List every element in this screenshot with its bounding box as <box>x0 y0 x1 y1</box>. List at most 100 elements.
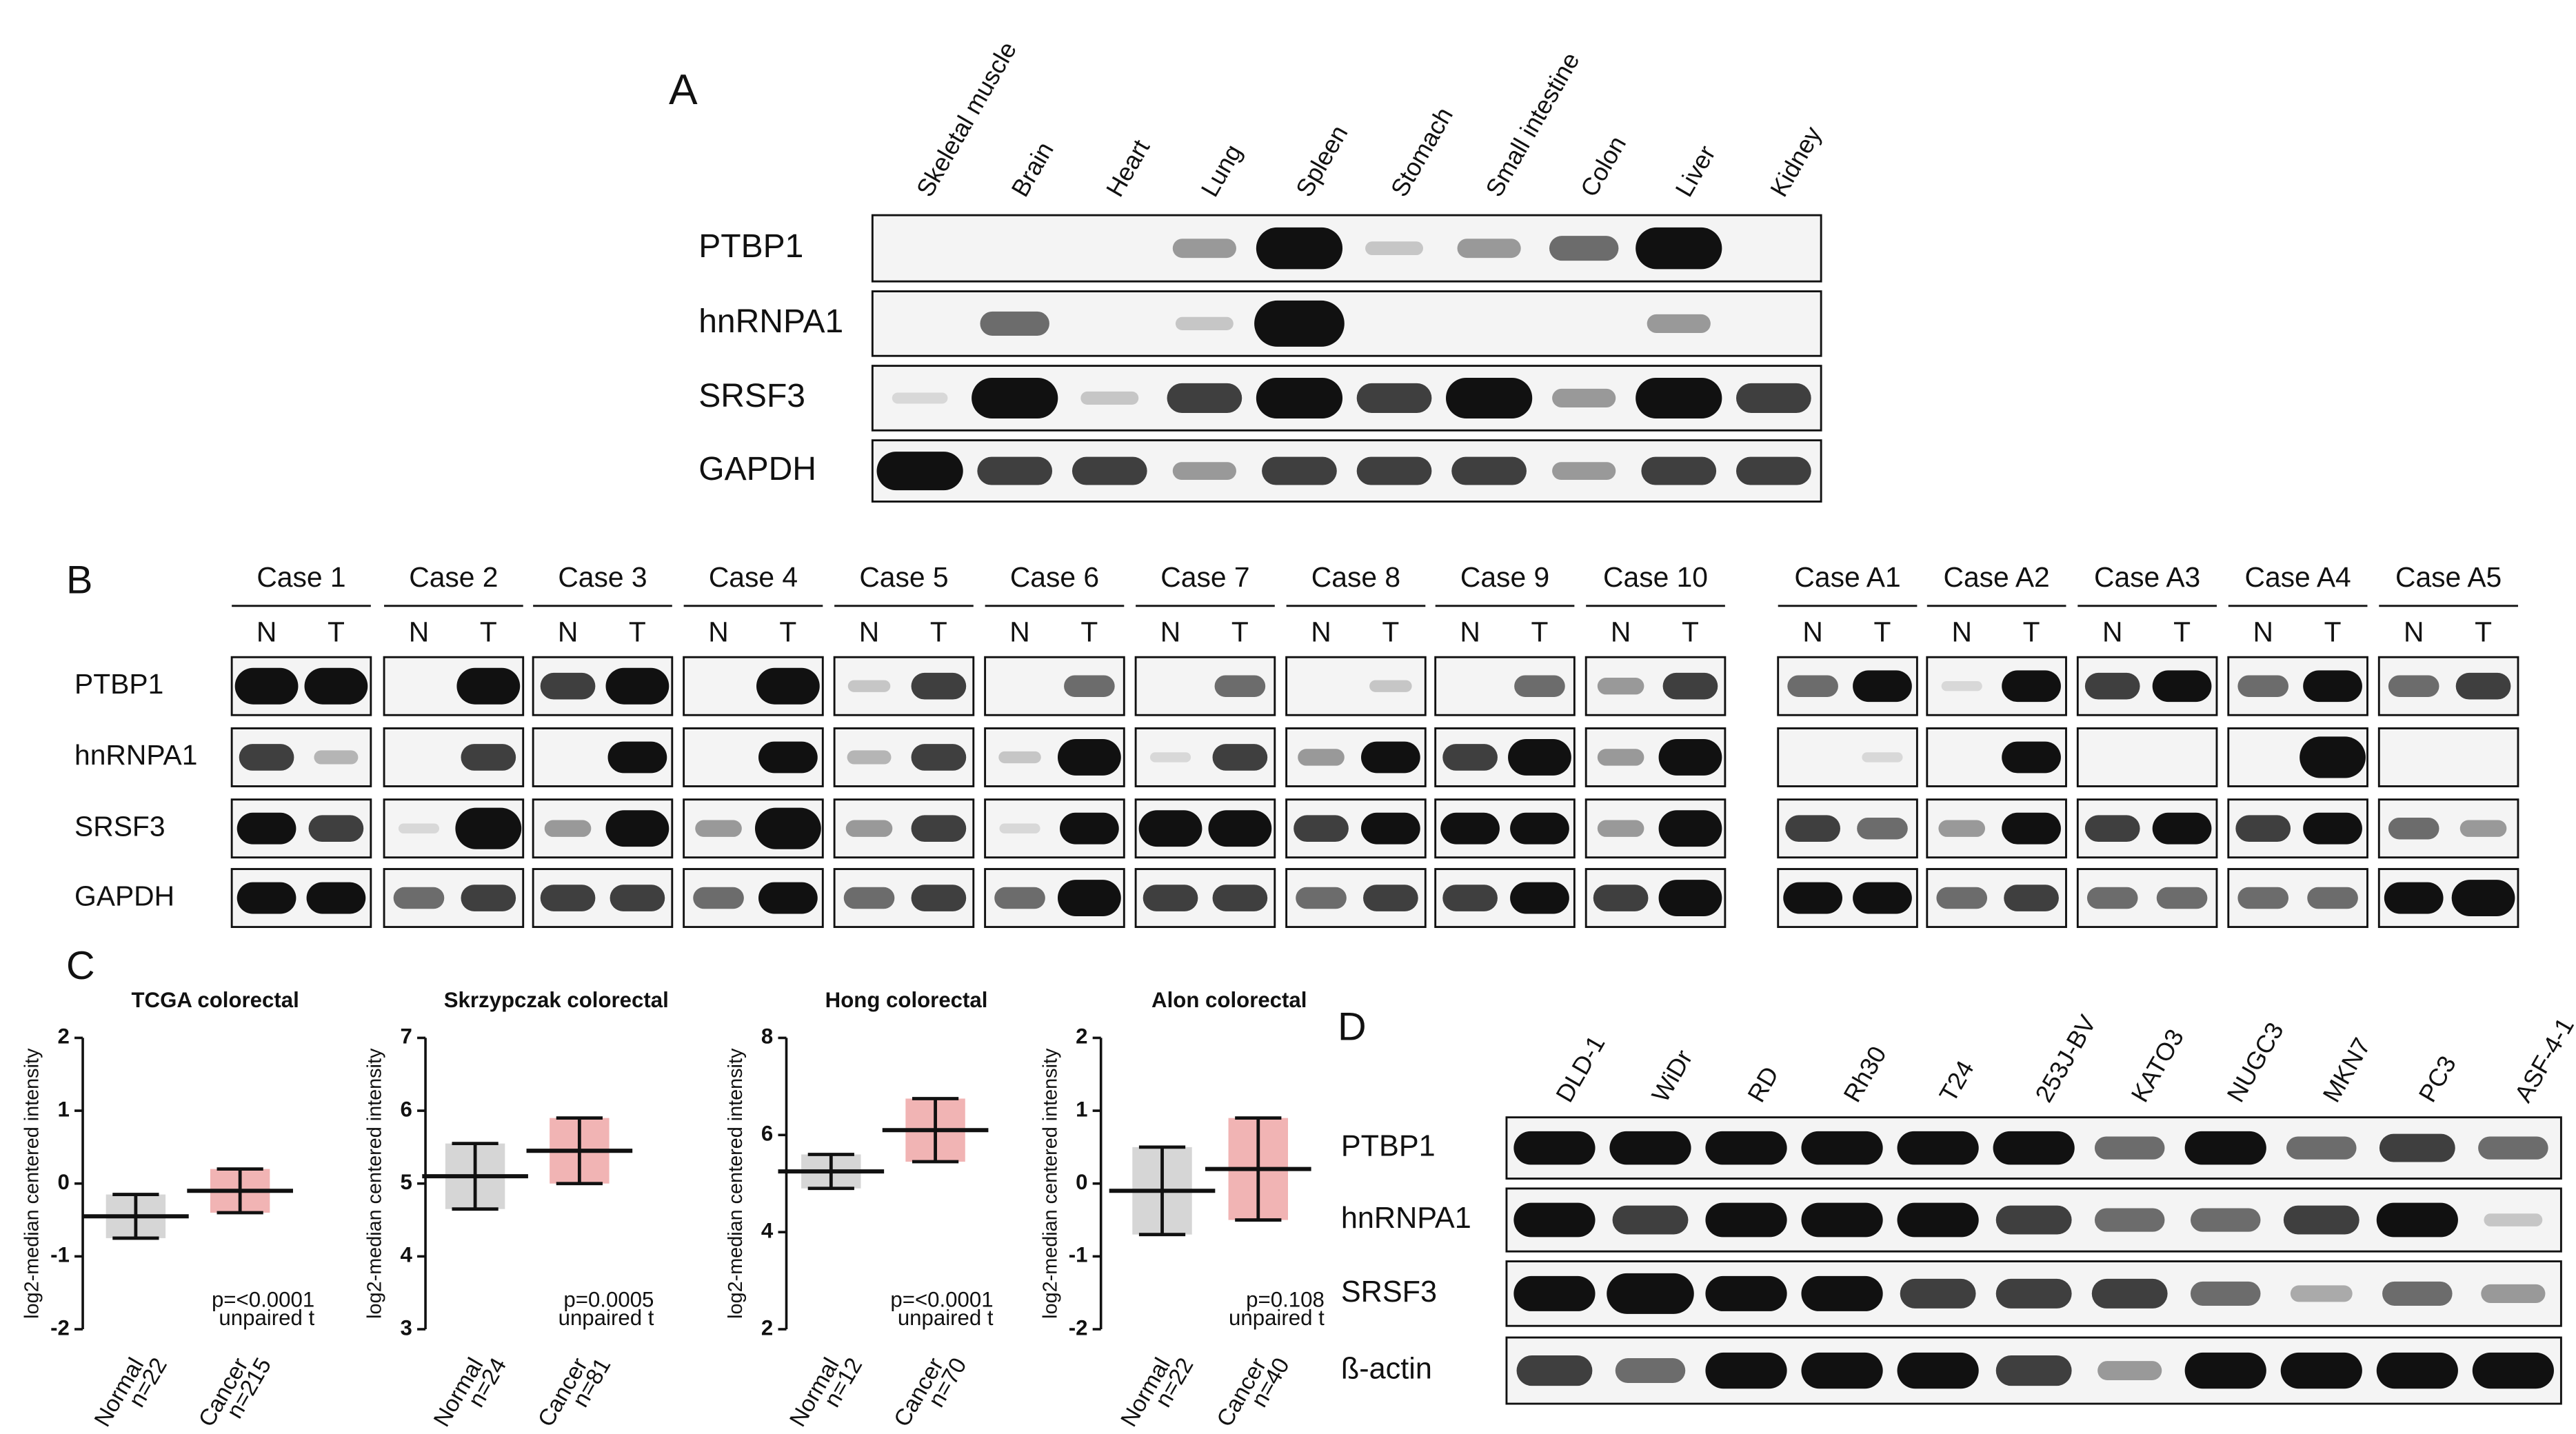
y-tick-label: 3 <box>400 1315 412 1340</box>
case-label: Case A1 <box>1794 561 1900 593</box>
tissue-label: Colon <box>1575 131 1632 201</box>
case-label: Case A5 <box>2395 561 2502 593</box>
lane-label: T <box>2023 616 2040 647</box>
lane-label: N <box>1460 616 1480 647</box>
p-value: p=0.0005 <box>563 1287 654 1311</box>
lane-label: N <box>2404 616 2424 647</box>
blot-band <box>911 815 967 842</box>
blot-frame <box>2377 727 2519 787</box>
y-tick-label: 4 <box>761 1218 774 1242</box>
blot-band <box>1897 1352 1979 1389</box>
lane-label: T <box>1874 616 1891 647</box>
y-tick-label: 2 <box>761 1315 773 1340</box>
blot-band <box>540 885 596 911</box>
blot-band <box>847 680 891 692</box>
blot-band <box>1857 817 1908 840</box>
blot-band <box>2235 815 2291 842</box>
case-label: Case A2 <box>1944 561 2050 593</box>
blot-band <box>456 667 521 705</box>
blot-band <box>1705 1202 1787 1238</box>
blot-frame <box>1926 727 2067 787</box>
blot-band <box>1516 1355 1593 1386</box>
lane-label: N <box>1951 616 1971 647</box>
case-label: Case 5 <box>859 561 948 593</box>
row-label: SRSF3 <box>74 810 165 842</box>
blot-band <box>605 667 670 705</box>
blot-band <box>1508 738 1571 776</box>
panel-letter: B <box>66 558 92 602</box>
blot-band <box>1735 383 1811 413</box>
blot-band <box>314 750 359 765</box>
blot-band <box>1735 456 1811 485</box>
lane-label: T <box>2324 616 2342 647</box>
blot-band <box>1256 227 1343 270</box>
blot-band <box>2184 1352 2266 1389</box>
blot-band <box>1658 810 1722 847</box>
blot-band <box>1513 1275 1596 1311</box>
blot-band <box>2451 880 2515 917</box>
p-value: p=<0.0001 <box>890 1287 993 1311</box>
blot-band <box>758 741 818 774</box>
panel-letter: A <box>669 65 698 114</box>
blot-band <box>2097 1361 2162 1380</box>
blot-band <box>1457 239 1521 259</box>
cell-line-label: DLD-1 <box>1550 1031 1611 1107</box>
cell-line-label: Rh30 <box>1838 1041 1892 1107</box>
tissue-label: Spleen <box>1290 120 1354 201</box>
blot-band <box>1143 885 1198 911</box>
y-tick-label: -1 <box>1069 1243 1088 1267</box>
tissue-label: Kidney <box>1764 121 1827 201</box>
blot-band <box>1658 880 1722 917</box>
blot-band <box>2459 820 2507 837</box>
blot-band <box>1172 239 1236 259</box>
blot-band <box>1748 320 1800 327</box>
cell-line-label: ASF-4-1 <box>2508 1013 2576 1107</box>
blot-band <box>1897 1202 1979 1238</box>
chart-title: Skrzypczak colorectal <box>444 988 669 1012</box>
blot-band <box>756 667 820 705</box>
blot-band <box>1356 456 1432 485</box>
y-axis-label: log2-median centered intensity <box>364 1048 386 1319</box>
blot-band <box>1636 227 1722 270</box>
row-label: PTBP1 <box>74 668 163 700</box>
lane-label: N <box>859 616 879 647</box>
lane-label: T <box>2475 616 2492 647</box>
blot-band <box>1369 680 1412 692</box>
blot-band <box>994 887 1045 909</box>
lane-label: N <box>256 616 276 647</box>
lane-label: N <box>2102 616 2122 647</box>
lane-label: T <box>1231 616 1249 647</box>
blot-band <box>1510 882 1569 914</box>
blot-frame <box>1777 727 1918 787</box>
blot-band <box>544 820 592 837</box>
lane-label: N <box>2253 616 2273 647</box>
blot-band <box>2290 1285 2353 1302</box>
blot-band <box>1057 738 1121 776</box>
blot-band <box>1365 241 1423 255</box>
y-tick-label: 1 <box>1076 1097 1087 1121</box>
case-label: Case 10 <box>1603 561 1708 593</box>
blot-band <box>1513 1202 1596 1238</box>
blot-band <box>1793 754 1831 760</box>
blot-band <box>1549 236 1619 261</box>
blot-band <box>2084 815 2140 842</box>
blot-band <box>1296 887 1347 909</box>
blot-band <box>1212 744 1268 771</box>
case-label: Case 7 <box>1160 561 1249 593</box>
blot-band <box>1080 391 1139 405</box>
y-tick-label: 6 <box>761 1122 773 1146</box>
blot-band <box>540 672 596 700</box>
y-axis-label: log2-median centered intensity <box>725 1048 747 1319</box>
blot-band <box>1801 1202 1883 1238</box>
blot-band <box>1451 683 1489 689</box>
panel-letter: C <box>66 944 95 988</box>
blot-band <box>2303 812 2362 845</box>
y-axis-label: log2-median centered intensity <box>21 1048 43 1319</box>
blot-band <box>1705 1131 1787 1165</box>
cell-line-label: T24 <box>1933 1056 1980 1107</box>
blot-band <box>1361 812 1420 845</box>
lane-label: N <box>558 616 578 647</box>
blot-band <box>2464 754 2502 760</box>
blot-band <box>1647 314 1711 333</box>
